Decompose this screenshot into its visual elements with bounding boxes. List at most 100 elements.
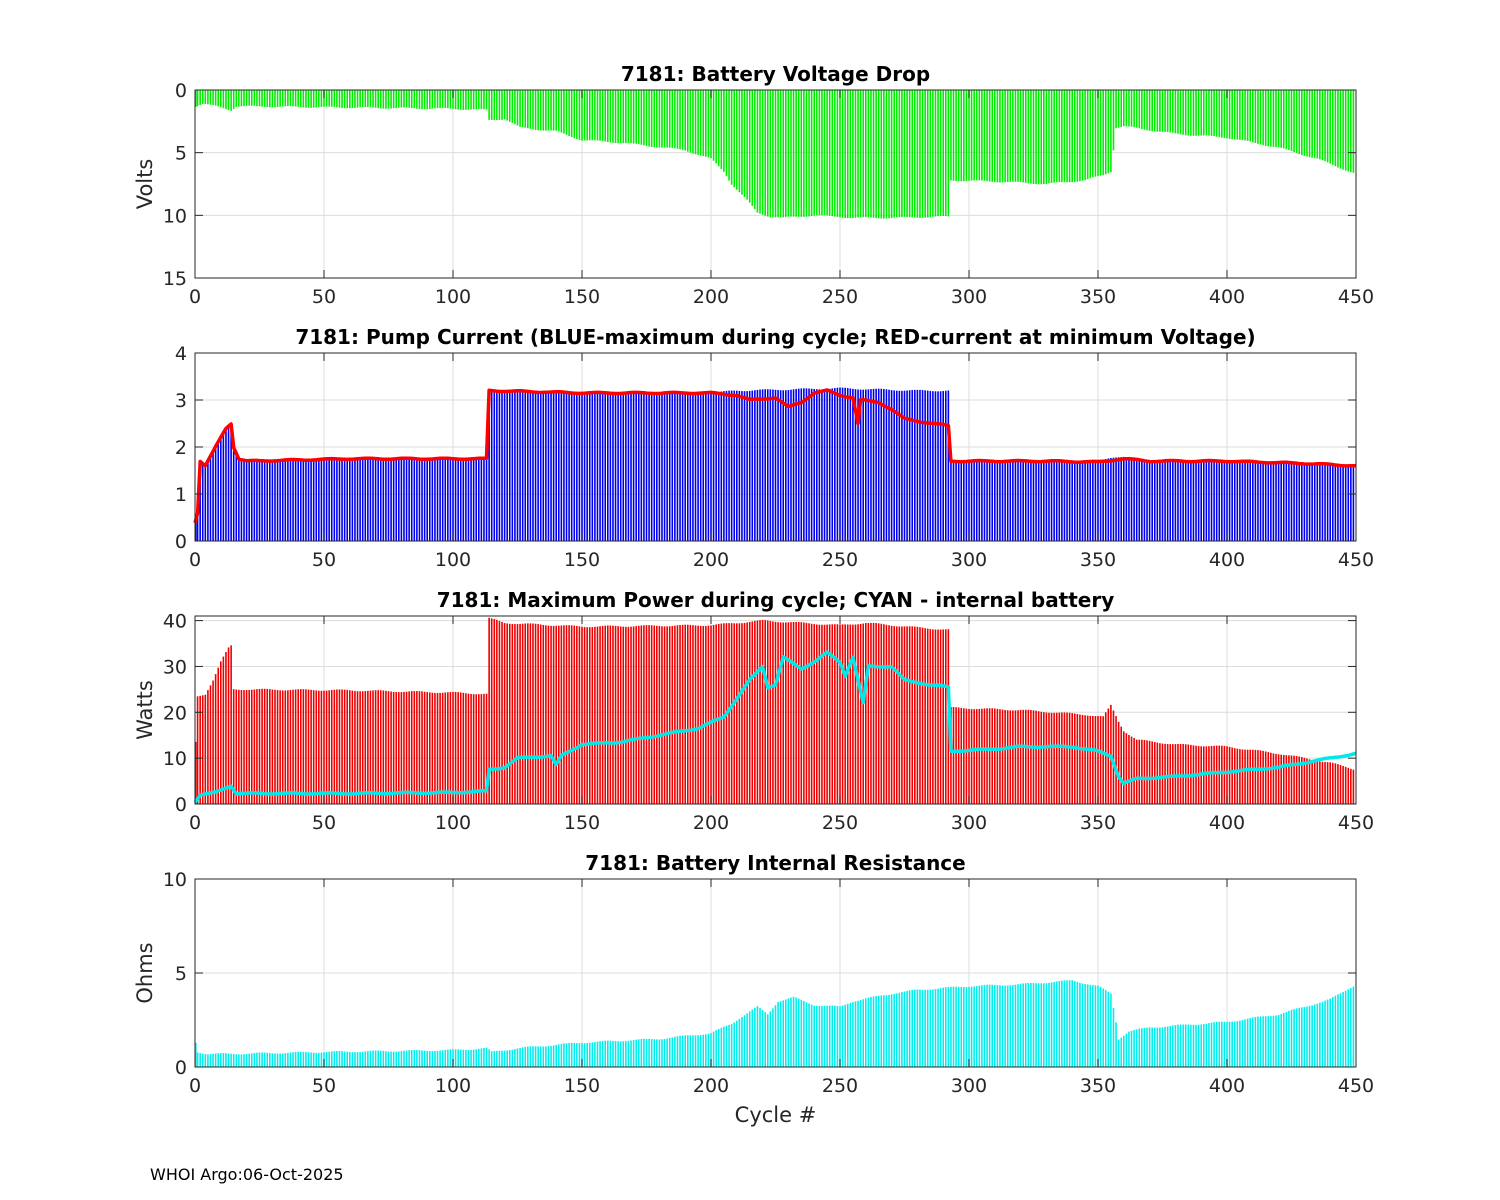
tick-label-y: 4 [175,343,187,365]
bar [449,90,452,109]
bar [1347,767,1350,804]
bar [439,1050,441,1067]
bar [232,90,235,109]
bar [1282,754,1285,804]
bar [323,460,325,541]
bar [898,626,901,804]
bar [506,1050,508,1067]
bar [1151,90,1153,132]
bar [908,626,911,804]
bar [550,90,552,131]
bar [1316,464,1319,541]
bar [336,90,338,108]
bar [1058,980,1061,1067]
bar [1331,997,1334,1067]
bar [1063,980,1066,1067]
bar [416,458,418,541]
bar [289,90,292,107]
tick-label-x: 200 [693,286,729,308]
bar [1182,90,1184,135]
bar [1352,90,1355,173]
tick-label-x: 250 [822,812,858,834]
bar [1223,1021,1226,1067]
bar [248,1053,250,1067]
bar [963,460,965,541]
bar [1068,90,1071,183]
bar [294,689,297,804]
bar [1024,709,1027,804]
bar [1221,90,1223,138]
bar [222,1053,225,1067]
bar [736,90,738,190]
bar [1350,768,1352,804]
bar [1153,90,1156,132]
bar [911,989,914,1067]
bar [916,389,919,541]
bar [862,623,865,804]
bar [699,393,702,541]
bar [1236,1021,1239,1067]
bar [1177,1024,1179,1067]
bar [1344,766,1347,804]
bar [310,689,312,804]
bar [973,461,975,541]
bar [821,624,823,804]
bar [1012,90,1014,182]
bar [312,90,315,108]
bar [1280,90,1282,148]
bar [292,1052,294,1067]
bar [844,624,846,804]
bar [1329,762,1331,804]
bar [888,994,890,1067]
bar [813,1005,815,1067]
bar [1311,760,1313,804]
bar [661,1039,663,1067]
bar [1009,461,1012,541]
bar [795,621,797,804]
bar [1316,1003,1319,1067]
bar [527,391,529,541]
bar [795,388,797,541]
bar [839,624,841,804]
bar [214,90,217,106]
bar [994,90,996,183]
bar [1030,709,1032,804]
bar [496,90,498,121]
bar [895,993,898,1067]
bar [1099,986,1102,1067]
bar [565,90,568,135]
bar [919,389,921,541]
bar [852,624,854,804]
bar [217,90,220,107]
bar [883,388,885,541]
bar [756,1006,759,1067]
bar [426,692,428,804]
bar [470,459,472,541]
bar [630,393,632,541]
bar [1208,1023,1210,1067]
bar [1326,762,1329,804]
bar [797,621,800,804]
bar [1006,90,1009,183]
bar [903,991,906,1067]
bar [475,459,478,541]
bar [728,1024,730,1067]
bar [390,691,392,804]
bar [831,90,834,217]
bar [578,626,581,804]
bar [1262,90,1264,146]
bar [207,1054,209,1067]
bar [1218,90,1221,138]
bar [867,389,870,541]
bar [715,1030,717,1067]
bar [545,1046,547,1067]
bar [916,90,919,218]
bar [488,390,490,541]
bar [195,521,197,541]
bar [684,624,686,804]
bar [372,1050,374,1067]
bar [263,90,266,108]
bar [715,624,717,804]
bar [320,460,323,541]
bar [939,988,942,1067]
